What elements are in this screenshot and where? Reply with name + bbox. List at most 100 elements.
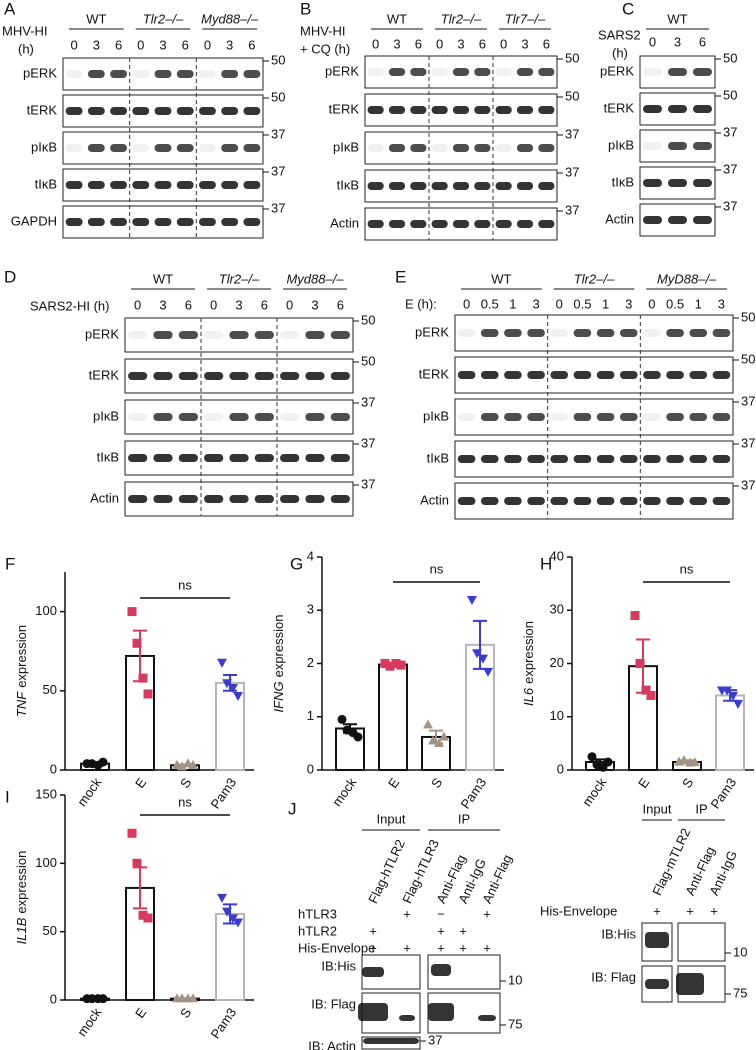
condition-label: His-Envelope: [298, 940, 375, 955]
band: [110, 181, 127, 189]
marker-label: 37: [361, 435, 375, 450]
band: [132, 144, 150, 152]
time-label: 0: [648, 296, 655, 311]
data-point: [127, 607, 137, 617]
condition-sign: +: [369, 940, 377, 955]
time-label: 0: [372, 36, 379, 51]
treatment-label: MHV-HI: [300, 23, 346, 38]
group-label: WT: [491, 271, 511, 286]
marker-label: 37: [428, 1032, 442, 1047]
band: [573, 329, 592, 337]
band: [367, 220, 384, 228]
y-tick-label: 0: [50, 761, 57, 776]
band: [474, 106, 491, 114]
band: [452, 220, 470, 228]
time-label: 1: [695, 296, 702, 311]
band: [199, 181, 216, 189]
band: [527, 413, 545, 421]
data-point: [228, 914, 238, 924]
panel-letter: J: [288, 799, 297, 818]
y-tick-label: 2: [307, 655, 314, 670]
header-label: Input: [643, 801, 672, 816]
band: [367, 144, 384, 152]
band: [330, 454, 350, 462]
band: [305, 495, 325, 503]
band: [596, 413, 615, 421]
band: [221, 107, 239, 115]
condition-label: His-Envelope: [540, 903, 617, 918]
marker-label: 10: [508, 972, 522, 987]
marker-label: 37: [361, 476, 375, 491]
treatment-label: (h): [18, 41, 34, 56]
condition-sign: +: [686, 903, 694, 918]
band: [619, 371, 638, 379]
marker-label: 75: [508, 1016, 522, 1031]
y-tick-label: 100: [35, 603, 57, 618]
row-label: tIκB: [35, 176, 57, 191]
band: [178, 495, 198, 503]
data-point: [228, 684, 238, 694]
band: [229, 372, 249, 380]
marker-label: 37: [741, 477, 755, 492]
time-label: 3: [235, 297, 242, 312]
y-tick-label: 150: [35, 786, 57, 801]
data-point: [472, 649, 482, 659]
x-tick-label: S: [428, 775, 445, 791]
band: [550, 371, 569, 379]
data-point: [138, 673, 148, 683]
panel-letter: I: [5, 787, 10, 806]
condition-sign: +: [437, 923, 445, 938]
y-tick-label: 40: [550, 548, 564, 563]
x-tick-label: Pam3: [208, 1005, 240, 1041]
band: [712, 371, 731, 379]
band: [666, 329, 684, 337]
row-label: pERK: [415, 324, 449, 339]
x-tick-label: mock: [579, 775, 609, 809]
data-point: [641, 685, 651, 695]
y-tick-label: 10: [550, 708, 564, 723]
band: [176, 107, 194, 115]
band: [643, 329, 661, 337]
time-label: 0: [500, 36, 507, 51]
band: [388, 220, 406, 228]
band: [527, 497, 545, 505]
band: [619, 413, 638, 421]
row-label: pIκB: [333, 139, 359, 154]
band: [87, 218, 105, 226]
panel-letter: F: [5, 554, 15, 573]
panel-letter: A: [4, 0, 16, 18]
data-point: [646, 690, 656, 700]
band: [596, 497, 615, 505]
band: [495, 182, 512, 190]
row-label: pIκB: [608, 137, 634, 152]
band: [367, 182, 384, 190]
band: [619, 329, 638, 337]
time-label: 6: [543, 36, 550, 51]
band: [550, 497, 569, 505]
group-label: Tlr2–/–: [143, 11, 184, 26]
data-point: [635, 659, 645, 668]
band: [178, 372, 198, 380]
y-axis-label: IFNG expression: [271, 615, 286, 713]
time-label: 6: [337, 297, 344, 312]
row-label: tIκB: [427, 450, 449, 465]
band: [87, 181, 105, 189]
marker-label: 37: [565, 164, 579, 179]
group-label: Myd88–/–: [286, 271, 344, 286]
condition-sign: +: [483, 940, 491, 955]
row-label: tERK: [89, 367, 120, 382]
band: [573, 497, 592, 505]
x-tick-label: S: [177, 1005, 194, 1021]
significance-label: ns: [178, 794, 192, 809]
time-label: 3: [159, 297, 166, 312]
band: [367, 106, 384, 114]
time-label: 6: [248, 37, 255, 52]
band: [110, 218, 127, 226]
group-label: Tlr2–/–: [441, 11, 482, 26]
band: [363, 1038, 419, 1044]
time-label: 0: [556, 296, 563, 311]
band: [153, 495, 173, 503]
band: [176, 181, 194, 189]
band: [305, 331, 325, 339]
band: [330, 372, 350, 380]
